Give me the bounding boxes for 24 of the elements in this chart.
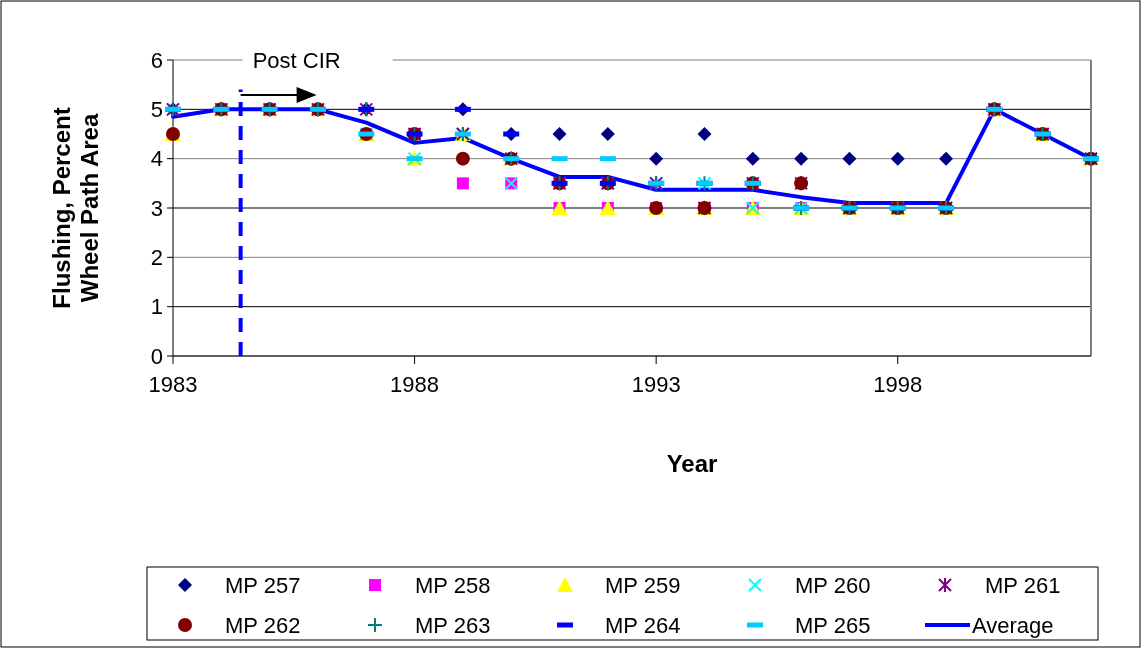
legend-label: MP 261 [985, 572, 1061, 598]
legend-label: Average [972, 612, 1054, 638]
y-tick-label: 1 [150, 294, 163, 320]
ref-line-label: Post CIR [252, 47, 341, 73]
x-tick-label: 1983 [148, 372, 198, 397]
y-tick-label: 0 [150, 343, 163, 369]
legend-label: MP 264 [605, 612, 681, 638]
y-tick-label: 5 [150, 97, 163, 123]
y-tick-label: 4 [150, 146, 163, 172]
legend-label: MP 265 [795, 612, 871, 638]
x-tick-label: 1988 [390, 372, 440, 397]
legend-label: MP 262 [225, 612, 301, 638]
legend-label: MP 259 [605, 572, 681, 598]
x-tick-label: 1998 [873, 372, 923, 397]
y-tick-label: 3 [150, 195, 163, 221]
legend-label: MP 260 [795, 572, 871, 598]
legend-label: MP 263 [415, 612, 491, 638]
x-tick-label: 1993 [631, 372, 681, 397]
y-tick-label: 6 [150, 47, 163, 73]
x-axis-title: Year [666, 450, 718, 477]
legend-label: MP 258 [415, 572, 491, 598]
y-tick-label: 2 [150, 245, 163, 271]
y-axis-title: Flushing, Percent Wheel Path Area [48, 107, 103, 309]
legend-label: MP 257 [225, 572, 301, 598]
